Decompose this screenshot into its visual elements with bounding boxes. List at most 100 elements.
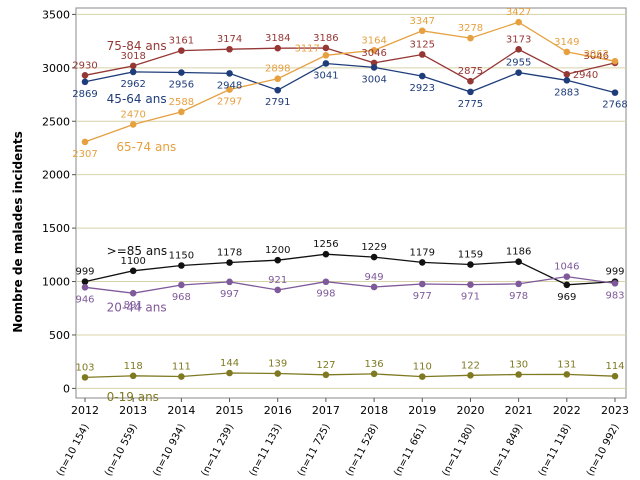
y-tick-label: 0 bbox=[63, 382, 70, 395]
data-point bbox=[81, 284, 89, 291]
series-line bbox=[84, 62, 616, 94]
data-point bbox=[467, 77, 474, 85]
data-label: 977 bbox=[413, 291, 432, 302]
data-point bbox=[467, 261, 474, 268]
data-point bbox=[129, 68, 137, 76]
x-tick-label: 2021 bbox=[505, 404, 533, 417]
data-label: 3278 bbox=[458, 23, 483, 34]
data-label: 1200 bbox=[265, 245, 290, 256]
data-label: 983 bbox=[605, 290, 624, 301]
data-point bbox=[418, 72, 426, 80]
data-point bbox=[322, 371, 330, 379]
data-point bbox=[418, 27, 426, 35]
data-label: 3149 bbox=[554, 37, 579, 48]
data-label: 1178 bbox=[217, 248, 242, 259]
data-point bbox=[178, 262, 185, 269]
data-label: 2768 bbox=[602, 100, 627, 111]
data-point bbox=[274, 44, 282, 52]
data-label: 103 bbox=[75, 362, 94, 373]
series-name-label: 45-64 ans bbox=[107, 92, 167, 106]
data-label: 3041 bbox=[313, 70, 338, 81]
data-point bbox=[563, 77, 571, 84]
series-line bbox=[84, 253, 616, 286]
x-tick-label: 2023 bbox=[601, 404, 629, 417]
data-label: 998 bbox=[316, 289, 335, 300]
y-tick-label: 3500 bbox=[42, 8, 70, 21]
data-point bbox=[563, 48, 571, 56]
data-point bbox=[81, 138, 89, 146]
x-tick-label: 2020 bbox=[456, 404, 484, 417]
data-point bbox=[274, 75, 282, 83]
data-point bbox=[322, 278, 330, 286]
data-point bbox=[370, 370, 378, 378]
data-label: 3161 bbox=[169, 36, 194, 47]
data-label: 3117 bbox=[294, 43, 319, 54]
data-label: 949 bbox=[365, 272, 384, 283]
data-point bbox=[178, 373, 185, 380]
x-tick-label: 2015 bbox=[216, 404, 244, 417]
data-point bbox=[81, 72, 89, 79]
data-label: 2956 bbox=[169, 80, 194, 91]
sample-size-label: (n=11 661) bbox=[392, 422, 429, 478]
data-label: 3184 bbox=[265, 33, 290, 44]
data-label: 2797 bbox=[217, 97, 242, 108]
data-point bbox=[178, 281, 185, 289]
data-point bbox=[611, 89, 619, 96]
data-point bbox=[178, 47, 185, 54]
data-point bbox=[226, 278, 233, 286]
data-point bbox=[226, 86, 233, 93]
data-label: 2875 bbox=[458, 66, 483, 77]
data-label: 1150 bbox=[169, 251, 194, 262]
data-point bbox=[81, 278, 89, 285]
x-tick-label: 2018 bbox=[360, 404, 388, 417]
data-label: 946 bbox=[75, 294, 94, 305]
data-label: 110 bbox=[413, 362, 432, 373]
y-tick-label: 3000 bbox=[42, 62, 70, 75]
data-label: 3046 bbox=[584, 51, 609, 62]
data-point bbox=[515, 280, 522, 288]
data-label: 2898 bbox=[265, 64, 290, 75]
series-name-label: 0-19 ans bbox=[107, 390, 159, 404]
data-point bbox=[611, 57, 619, 65]
data-label: 139 bbox=[268, 359, 287, 370]
data-point bbox=[418, 259, 426, 266]
data-point bbox=[418, 280, 426, 288]
data-label: 1159 bbox=[458, 250, 483, 261]
sample-size-label: (n=10 154) bbox=[55, 422, 92, 478]
data-label: 3125 bbox=[410, 39, 435, 50]
data-label: 3164 bbox=[361, 35, 386, 46]
series-name-label: 65-74 ans bbox=[116, 140, 176, 154]
sample-size-label: (n=10 559) bbox=[103, 422, 140, 478]
data-label: 1179 bbox=[410, 247, 435, 258]
sample-size-label: (n=10 992) bbox=[585, 422, 622, 478]
data-point bbox=[226, 70, 233, 77]
data-point bbox=[370, 64, 378, 71]
data-point bbox=[515, 258, 522, 265]
data-label: 921 bbox=[268, 275, 287, 286]
data-label: 1186 bbox=[506, 247, 531, 258]
data-label: 111 bbox=[172, 362, 191, 373]
data-label: 1229 bbox=[361, 242, 386, 253]
data-point bbox=[563, 281, 571, 289]
data-label: 144 bbox=[220, 358, 239, 369]
data-label: 999 bbox=[605, 267, 624, 278]
data-label: 891 bbox=[124, 300, 143, 311]
data-point bbox=[322, 52, 330, 59]
data-label: 3427 bbox=[506, 7, 531, 18]
data-point bbox=[467, 281, 474, 288]
data-point bbox=[178, 108, 185, 116]
series-line bbox=[84, 21, 616, 143]
data-label: 2307 bbox=[72, 149, 97, 160]
sample-size-label: (n=11 133) bbox=[248, 422, 285, 478]
data-point bbox=[370, 253, 378, 261]
y-tick-label: 1500 bbox=[42, 222, 70, 235]
data-point bbox=[129, 121, 137, 128]
x-tick-label: 2012 bbox=[71, 404, 99, 417]
y-tick-label: 2000 bbox=[42, 169, 70, 182]
data-label: 968 bbox=[172, 292, 191, 303]
x-tick-label: 2019 bbox=[408, 404, 436, 417]
data-point bbox=[467, 34, 474, 42]
data-point bbox=[611, 280, 619, 287]
data-point bbox=[226, 45, 233, 53]
data-label: 3347 bbox=[410, 16, 435, 27]
